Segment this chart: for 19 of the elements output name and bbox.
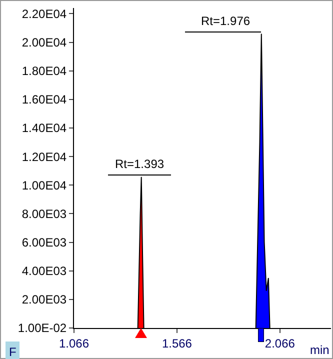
y-tick-label: 2.00E03 [22,292,67,307]
x-axis-title: min [310,343,330,357]
y-tick-label: 2.20E04 [22,6,67,21]
y-tick-label: 1.80E04 [22,64,67,78]
x-tick-label: 2.066 [264,336,296,350]
text: F [9,345,16,359]
x-tick-label: 1.066 [58,336,90,350]
y-tick-label: 1.00E04 [22,178,67,192]
y-tick-label: 1.40E04 [22,121,67,136]
y-tick-label: 4.00E03 [22,264,67,278]
y-tick-label: 8.00E03 [22,206,67,221]
annotation: Rt=1.393 [115,157,164,171]
x-tick-label: 1.566 [162,336,192,350]
y-tick-label: 1.00E-02 [18,321,67,336]
y-tick-label: 6.00E03 [22,235,67,250]
y-tick-label: 1.20E04 [22,150,67,164]
y-tick-label: 1.60E04 [22,92,67,107]
annotation: Rt=1.976 [201,14,250,28]
y-tick-label: 2.00E04 [22,35,67,50]
